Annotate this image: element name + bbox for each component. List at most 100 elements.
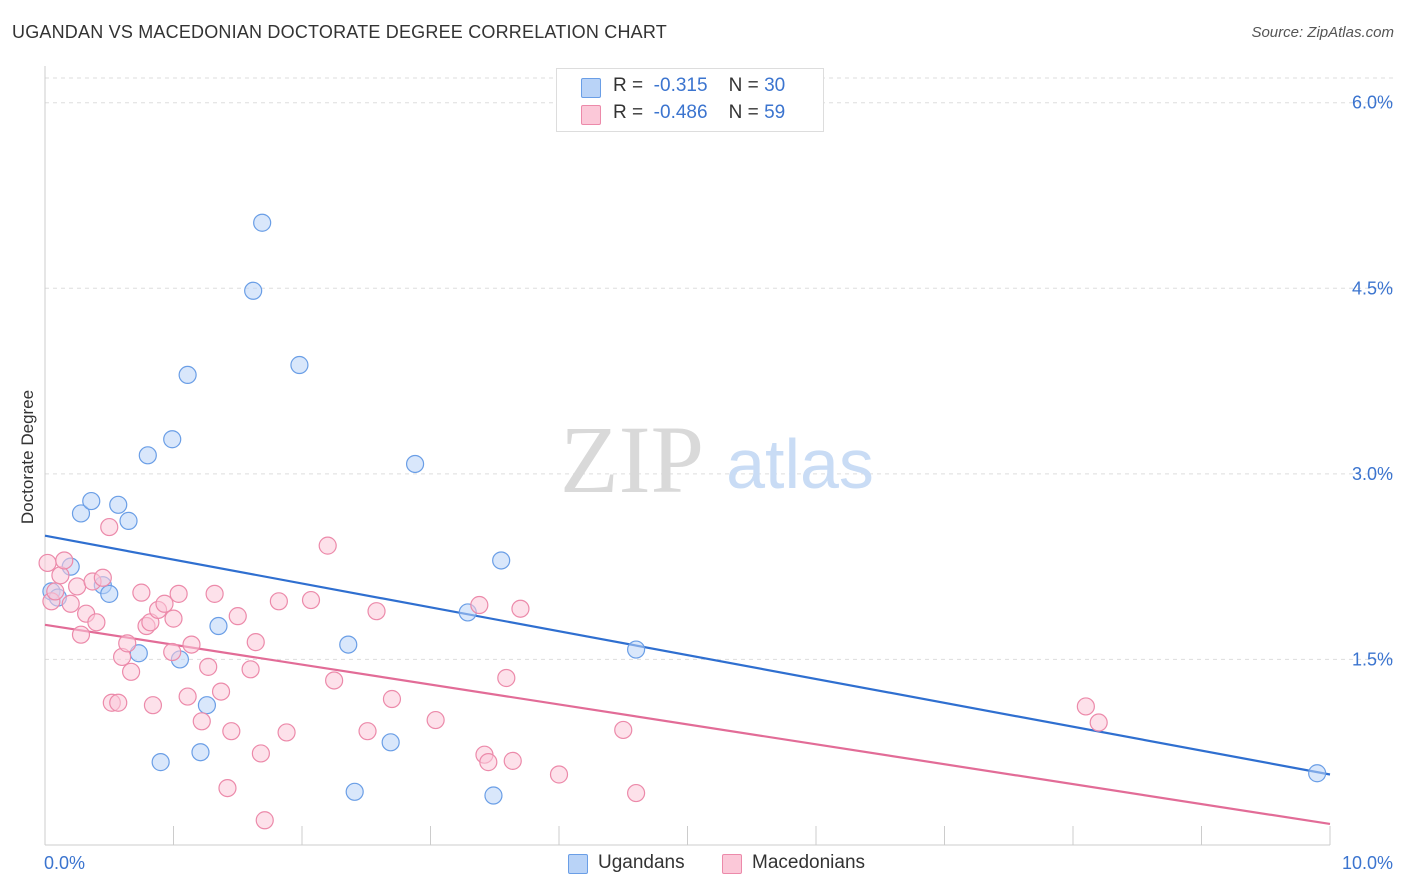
macedonian-point — [470, 595, 489, 615]
n-value: 59 — [764, 102, 786, 123]
ugandans-legend-swatch — [568, 854, 588, 874]
ugandan-point — [109, 495, 128, 514]
ugandan-point — [71, 504, 91, 523]
macedonian-point — [382, 689, 402, 709]
macedonian-point — [100, 517, 119, 537]
macedonians-trend-line — [44, 623, 1331, 826]
macedonian-point — [511, 599, 530, 618]
macedonians-swatch — [581, 105, 601, 125]
macedonian-point — [132, 583, 151, 602]
correlation-legend: R = -0.315 N = 30 R = -0.486 N = 59 — [556, 68, 824, 132]
macedonian-point — [118, 634, 137, 653]
x-tick-label: 0.0% — [44, 853, 85, 873]
ugandan-point — [100, 584, 119, 603]
ugandan-point — [1308, 764, 1327, 783]
ugandan-point — [626, 640, 646, 659]
ugandan-point — [178, 365, 197, 385]
macedonian-point — [367, 602, 386, 621]
r-label: R = — [613, 102, 644, 123]
macedonian-point — [163, 642, 182, 662]
macedonian-point — [71, 625, 91, 644]
n-value: 30 — [764, 75, 786, 96]
macedonian-point — [211, 682, 231, 701]
ugandan-point — [163, 430, 182, 449]
trend-lines — [44, 534, 1331, 826]
macedonian-point — [55, 551, 74, 570]
macedonian-point — [497, 668, 516, 688]
x-tick-labels: 0.0% 10.0% — [44, 853, 1393, 873]
ugandan-point — [151, 753, 170, 772]
macedonian-point — [301, 590, 321, 610]
ugandan-point — [82, 491, 101, 511]
macedonian-point — [426, 710, 445, 730]
macedonian-point — [143, 696, 163, 715]
y-axis-label: Doctorate Degree — [18, 390, 37, 524]
chart-title: UGANDAN VS MACEDONIAN DOCTORATE DEGREE C… — [12, 22, 667, 42]
macedonians-legend-label: Macedonians — [752, 852, 866, 873]
gridlines — [45, 77, 1395, 660]
macedonian-point — [1089, 713, 1108, 732]
ugandan-point — [345, 782, 364, 801]
watermark-zip: ZIP — [560, 406, 704, 513]
macedonian-point — [503, 751, 522, 770]
ugandan-point — [381, 733, 400, 752]
macedonian-point — [164, 609, 183, 628]
macedonian-point — [228, 607, 247, 626]
r-label: R = — [613, 75, 644, 96]
macedonian-point — [626, 783, 646, 803]
y-tick-label: 1.5% — [1352, 649, 1393, 669]
macedonian-point — [318, 536, 337, 555]
macedonian-point — [222, 722, 241, 741]
ugandan-point — [244, 281, 263, 300]
macedonian-point — [109, 693, 128, 712]
macedonian-point — [169, 584, 188, 603]
macedonian-point — [1076, 697, 1095, 716]
ugandan-point — [484, 786, 503, 805]
ugandans-legend-label: Ugandans — [598, 852, 685, 873]
macedonian-point — [155, 594, 174, 613]
ugandan-point — [209, 616, 228, 636]
macedonian-point — [87, 613, 106, 632]
macedonian-point — [241, 660, 260, 679]
macedonian-point — [182, 635, 201, 654]
macedonian-point — [121, 662, 141, 681]
macedonian-point — [51, 566, 70, 585]
ugandan-point — [191, 743, 210, 762]
ugandan-point — [119, 511, 138, 530]
macedonian-point — [251, 744, 270, 763]
n-label: N = — [728, 75, 759, 96]
axes — [44, 66, 1331, 846]
n-label: N = — [728, 102, 759, 123]
macedonian-point — [549, 765, 569, 784]
ugandan-point — [197, 696, 217, 715]
macedonian-point — [61, 594, 80, 613]
y-tick-label: 4.5% — [1352, 278, 1393, 298]
ugandans-trend-line — [44, 534, 1331, 776]
macedonian-point — [205, 584, 224, 603]
ugandan-point — [492, 551, 511, 570]
ugandans-swatch — [581, 78, 601, 98]
data-points — [38, 213, 1327, 830]
macedonian-point — [479, 753, 498, 772]
macedonian-point — [255, 811, 274, 830]
macedonian-point — [68, 577, 87, 596]
macedonian-point — [93, 568, 112, 587]
ugandan-point — [339, 635, 358, 654]
y-tick-label: 6.0% — [1352, 93, 1393, 113]
x-tick-label: 10.0% — [1342, 853, 1393, 873]
ugandan-point — [290, 355, 309, 375]
macedonian-point — [246, 633, 265, 652]
macedonian-point — [46, 582, 65, 601]
ugandan-point — [405, 454, 425, 474]
source-label: Source: ZipAtlas.com — [1251, 24, 1394, 41]
watermark: ZIP atlas — [560, 406, 874, 513]
macedonian-point — [614, 720, 633, 740]
macedonian-point — [269, 592, 288, 611]
macedonians-legend-swatch — [722, 854, 742, 874]
watermark-atlas: atlas — [726, 425, 874, 503]
y-tick-labels: 1.5% 3.0% 4.5% 6.0% — [1352, 93, 1393, 670]
r-value: -0.486 — [653, 102, 708, 123]
ugandan-point — [138, 446, 157, 465]
y-tick-label: 3.0% — [1352, 464, 1393, 484]
